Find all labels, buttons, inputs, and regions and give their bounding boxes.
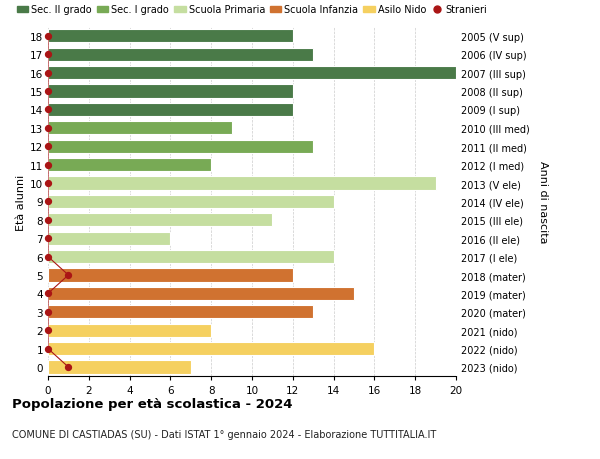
Bar: [48, 67, 456, 80]
Point: [43, 70, 53, 77]
Y-axis label: Età alunni: Età alunni: [16, 174, 26, 230]
Bar: [48, 306, 313, 319]
Y-axis label: Anni di nascita: Anni di nascita: [538, 161, 548, 243]
Bar: [48, 287, 354, 300]
Text: Popolazione per età scolastica - 2024: Popolazione per età scolastica - 2024: [12, 397, 293, 410]
Point: [43, 162, 53, 169]
Point: [43, 345, 53, 353]
Point: [43, 106, 53, 114]
Bar: [48, 196, 334, 208]
Text: COMUNE DI CASTIADAS (SU) - Dati ISTAT 1° gennaio 2024 - Elaborazione TUTTITALIA.: COMUNE DI CASTIADAS (SU) - Dati ISTAT 1°…: [12, 429, 436, 439]
Bar: [48, 159, 211, 172]
Bar: [48, 30, 293, 43]
Point: [43, 143, 53, 151]
Bar: [48, 214, 272, 227]
Point: [64, 364, 73, 371]
Point: [64, 272, 73, 279]
Point: [43, 290, 53, 297]
Point: [43, 51, 53, 59]
Bar: [48, 177, 436, 190]
Bar: [48, 140, 313, 153]
Point: [43, 253, 53, 261]
Bar: [48, 361, 191, 374]
Bar: [48, 122, 232, 135]
Point: [43, 327, 53, 334]
Legend: Sec. II grado, Sec. I grado, Scuola Primaria, Scuola Infanzia, Asilo Nido, Stran: Sec. II grado, Sec. I grado, Scuola Prim…: [13, 1, 491, 19]
Point: [43, 217, 53, 224]
Point: [43, 308, 53, 316]
Point: [43, 33, 53, 40]
Point: [43, 235, 53, 242]
Bar: [48, 342, 374, 355]
Bar: [48, 49, 313, 62]
Point: [43, 125, 53, 132]
Point: [43, 180, 53, 187]
Bar: [48, 269, 293, 282]
Bar: [48, 232, 170, 245]
Point: [43, 198, 53, 206]
Bar: [48, 324, 211, 337]
Bar: [48, 85, 293, 98]
Bar: [48, 104, 293, 117]
Point: [43, 88, 53, 95]
Bar: [48, 251, 334, 263]
